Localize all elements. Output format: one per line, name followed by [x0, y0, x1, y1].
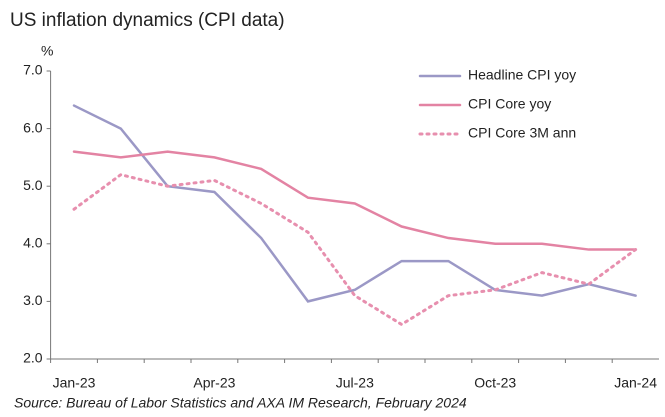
x-tick-label: Oct-23 — [474, 375, 516, 391]
y-tick-label: 5.0 — [23, 177, 43, 193]
source-note: Source: Bureau of Labor Statistics and A… — [14, 395, 467, 411]
y-tick-label: 2.0 — [23, 350, 43, 366]
legend-label: Headline CPI yoy — [468, 67, 576, 83]
y-tick-label: 4.0 — [23, 235, 43, 251]
x-tick-label: Jan-24 — [614, 375, 657, 391]
data-line — [72, 150, 637, 251]
y-unit: % — [41, 43, 53, 59]
y-tick-label: 6.0 — [23, 119, 43, 135]
x-tick-label: Jul-23 — [336, 375, 374, 391]
legend-label: CPI Core 3M ann — [468, 125, 576, 141]
y-tick-label: 3.0 — [23, 292, 43, 308]
x-tick-label: Apr-23 — [193, 375, 235, 391]
data-line — [72, 173, 638, 327]
chart-title: US inflation dynamics (CPI data) — [10, 10, 285, 31]
y-tick-label: 7.0 — [23, 62, 43, 78]
x-tick-label: Jan-23 — [53, 375, 96, 391]
legend-label: CPI Core yoy — [468, 96, 551, 112]
